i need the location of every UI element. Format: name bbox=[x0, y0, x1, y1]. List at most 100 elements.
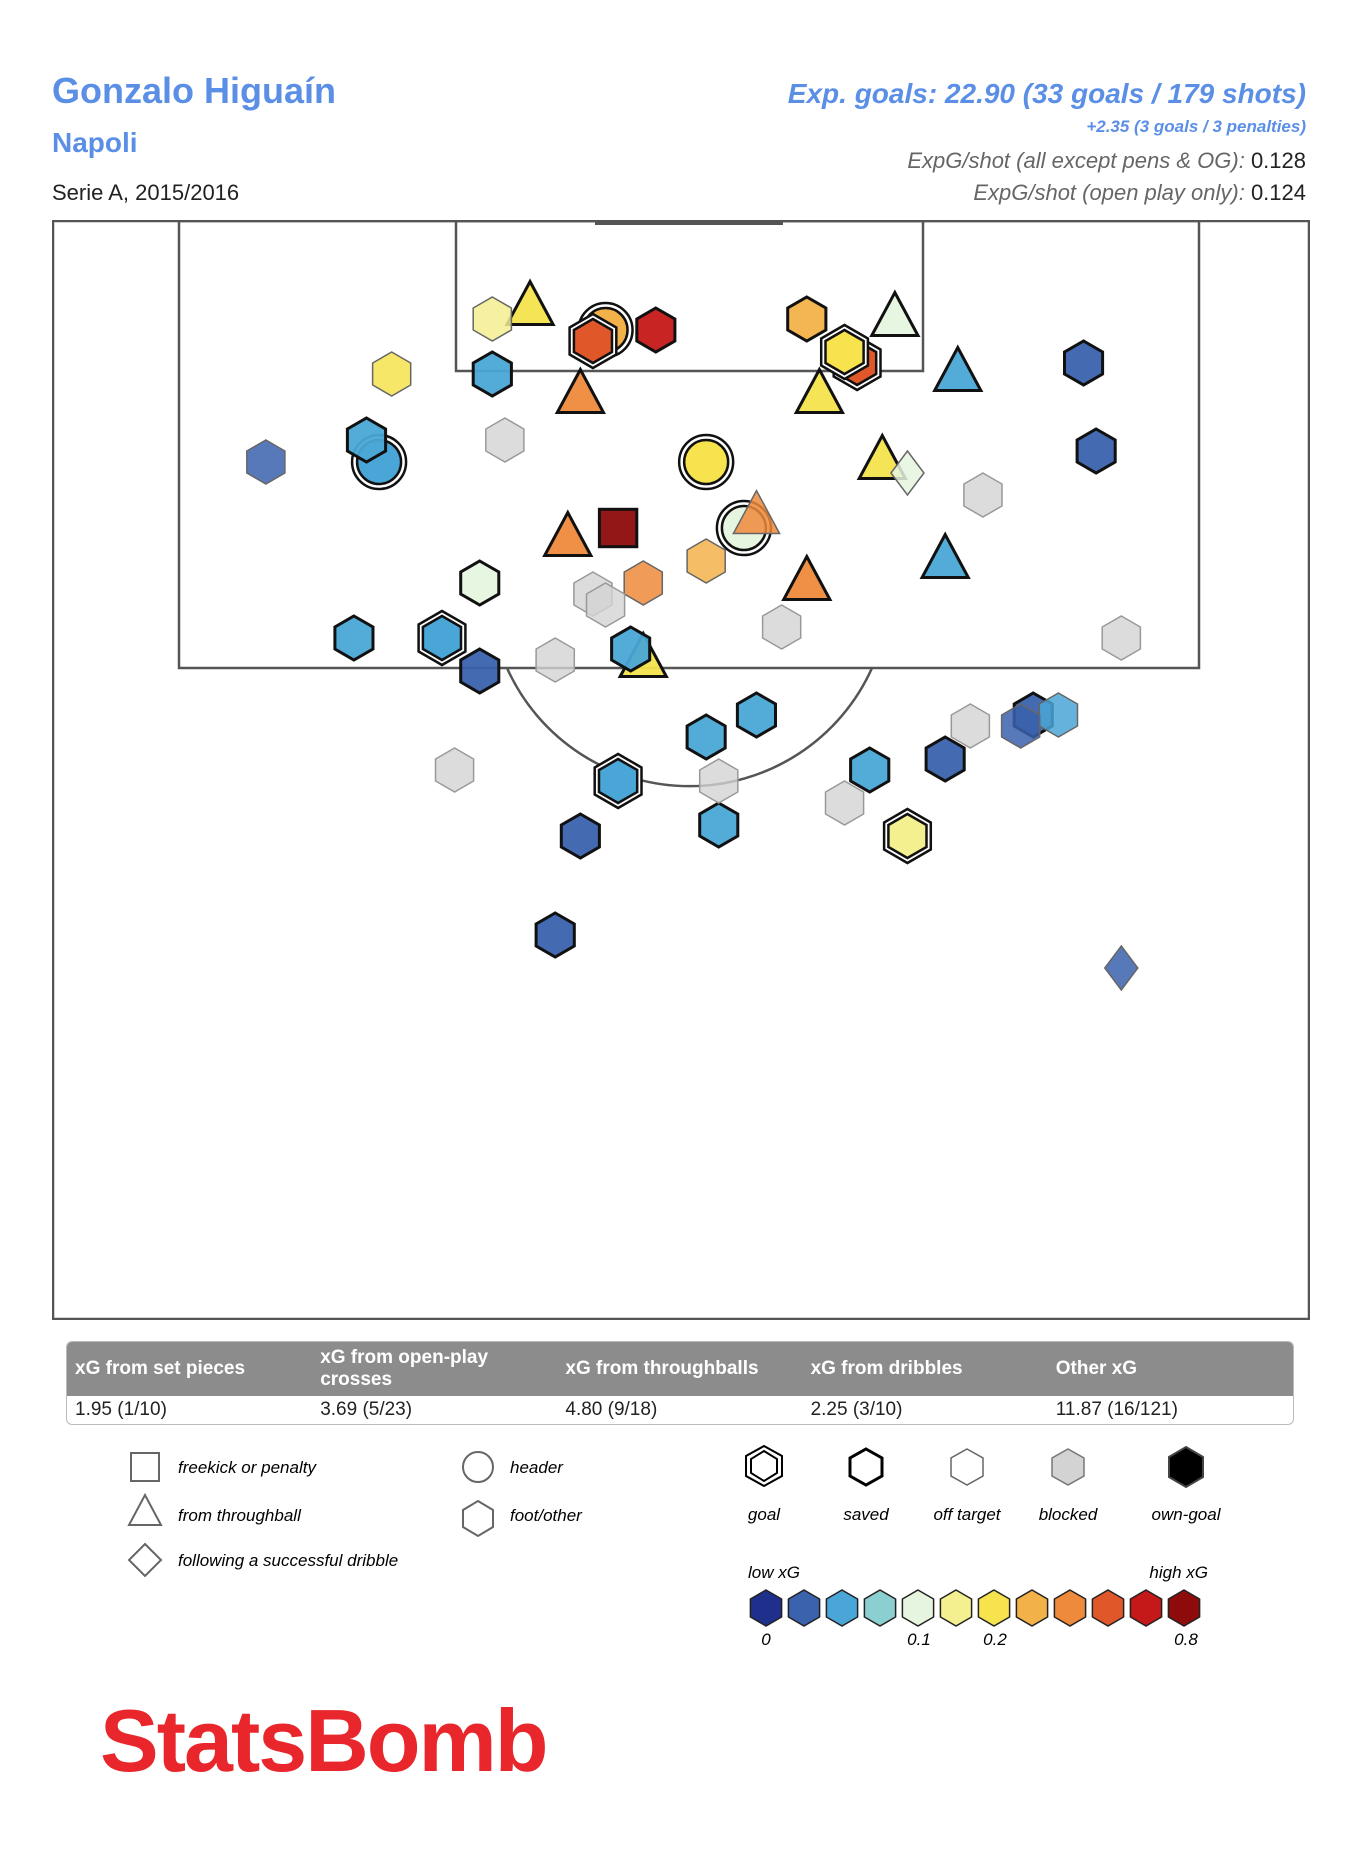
shot-marker-blocked bbox=[698, 758, 739, 804]
xg-open-play-value: 0.124 bbox=[1250, 180, 1306, 205]
shots-layer bbox=[246, 278, 1142, 992]
legend-foot-label: foot/other bbox=[510, 1506, 583, 1525]
xg-open-play-label: ExpG/shot (open play only): bbox=[973, 180, 1245, 205]
shot-marker-off-target bbox=[623, 560, 664, 606]
triangle-icon bbox=[127, 1492, 163, 1526]
xg-breakdown-values-row: 1.95 (1/10) 3.69 (5/23) 4.80 (9/18) 2.25… bbox=[67, 1396, 1293, 1424]
legend-blocked-label: blocked bbox=[1039, 1505, 1098, 1524]
statsbomb-logo: StatsBomb bbox=[100, 1691, 548, 1790]
shot-marker-blocked bbox=[824, 780, 865, 826]
shot-marker-saved bbox=[459, 559, 501, 607]
scale-swatch bbox=[749, 1589, 783, 1627]
blocked-outcome-icon bbox=[1051, 1448, 1085, 1486]
legend: freekick or penalty from throughball fol… bbox=[127, 1444, 1222, 1649]
scale-low-label: low xG bbox=[748, 1563, 800, 1582]
saved-outcome-icon bbox=[848, 1447, 884, 1487]
scale-tick-0-1: 0.1 bbox=[907, 1630, 931, 1649]
legend-saved-label: saved bbox=[843, 1505, 889, 1524]
shot-marker-off-target bbox=[371, 351, 412, 397]
shot-marker-saved bbox=[542, 509, 594, 557]
shot-marker-saved bbox=[1075, 427, 1117, 475]
shot-marker-saved bbox=[919, 531, 971, 579]
shot-marker-goal bbox=[568, 312, 618, 370]
shot-marker-saved bbox=[924, 735, 966, 783]
shot-marker-saved bbox=[333, 614, 375, 662]
scale-swatch bbox=[1053, 1589, 1087, 1627]
scale-high-label: high xG bbox=[1149, 1563, 1208, 1582]
legend-freekick-label: freekick or penalty bbox=[178, 1458, 317, 1477]
shot-marker-off-target bbox=[890, 449, 925, 497]
shot-marker-saved bbox=[345, 416, 388, 464]
diamond-icon bbox=[127, 1542, 163, 1578]
shot-marker-saved bbox=[698, 801, 740, 849]
scale-swatch bbox=[825, 1589, 859, 1627]
value-throughballs: 4.80 (9/18) bbox=[565, 1399, 658, 1420]
legend-off-target-label: off target bbox=[933, 1505, 1001, 1524]
xg-open-play-line: ExpG/shot (open play only): 0.124 bbox=[973, 180, 1306, 206]
shot-marker-off-target bbox=[1103, 944, 1139, 992]
circle-icon bbox=[462, 1451, 494, 1483]
shot-marker-off-target bbox=[1038, 692, 1079, 738]
shot-marker-goal bbox=[417, 609, 467, 667]
goal-outcome-icon bbox=[745, 1444, 783, 1488]
shot-marker-blocked bbox=[434, 747, 475, 793]
value-other: 11.87 (16/121) bbox=[1055, 1399, 1178, 1420]
header-set-pieces: xG from set pieces bbox=[67, 1342, 313, 1396]
shot-marker-blocked bbox=[485, 417, 525, 463]
shot-marker-saved bbox=[793, 366, 845, 414]
penalties-summary: +2.35 (3 goals / 3 penalties) bbox=[1086, 117, 1306, 136]
shot-marker-goal bbox=[819, 323, 870, 381]
shot-marker-saved bbox=[471, 350, 513, 398]
shot-marker-saved bbox=[554, 366, 606, 414]
shot-marker-blocked bbox=[535, 637, 576, 683]
xg-per-shot-line: ExpG/shot (all except pens & OG): 0.128 bbox=[907, 148, 1306, 174]
scale-swatch bbox=[1167, 1589, 1201, 1627]
shot-marker-blocked bbox=[761, 604, 802, 650]
shot-marker-goal bbox=[882, 807, 933, 865]
value-crosses: 3.69 (5/23) bbox=[320, 1399, 413, 1420]
shot-marker-off-target bbox=[732, 489, 781, 535]
player-name: Gonzalo Higuaín bbox=[52, 70, 336, 111]
shot-marker-off-target bbox=[246, 439, 286, 485]
shot-marker-saved bbox=[559, 812, 601, 860]
header-dribbles: xG from dribbles bbox=[802, 1342, 1048, 1396]
scale-swatch bbox=[787, 1589, 821, 1627]
xg-breakdown-header-row: xG from set pieces xG from open-play cro… bbox=[67, 1342, 1293, 1396]
shot-marker-blocked bbox=[963, 472, 1003, 518]
shot-marker-off-target bbox=[1000, 703, 1041, 749]
legend-own-goal-label: own-goal bbox=[1152, 1505, 1222, 1524]
value-dribbles: 2.25 (3/10) bbox=[810, 1399, 903, 1420]
xg-per-shot-value: 0.128 bbox=[1250, 148, 1306, 173]
scale-swatch bbox=[901, 1589, 935, 1627]
scale-swatch bbox=[977, 1589, 1011, 1627]
shot-marker-saved bbox=[1063, 339, 1105, 387]
legend-throughball-label: from throughball bbox=[178, 1506, 302, 1525]
competition-label: Serie A, 2015/2016 bbox=[52, 180, 240, 205]
pitch-boundary bbox=[52, 220, 1310, 1320]
xg-breakdown-table: xG from set pieces xG from open-play cro… bbox=[66, 1341, 1294, 1425]
own-goal-outcome-icon bbox=[1168, 1445, 1204, 1489]
shot-marker-goal bbox=[677, 433, 735, 491]
scale-tick-0: 0 bbox=[761, 1630, 771, 1649]
scale-swatch bbox=[1091, 1589, 1125, 1627]
shot-marker-saved bbox=[534, 911, 576, 959]
shot-marker-saved bbox=[869, 289, 921, 337]
shot-map-pitch bbox=[52, 220, 1310, 1320]
legend-goal-label: goal bbox=[748, 1505, 781, 1524]
shot-marker-saved bbox=[504, 278, 556, 326]
square-icon bbox=[130, 1452, 160, 1482]
legend-header-label: header bbox=[510, 1458, 564, 1477]
hexagon-icon bbox=[462, 1499, 494, 1538]
header-other: Other xG bbox=[1047, 1342, 1293, 1396]
shot-marker-goal bbox=[593, 752, 643, 810]
legend-dribble-label: following a successful dribble bbox=[178, 1551, 398, 1570]
team-name: Napoli bbox=[52, 127, 138, 158]
scale-swatch bbox=[1015, 1589, 1049, 1627]
value-set-pieces: 1.95 (1/10) bbox=[75, 1399, 167, 1420]
expected-goals-summary: Exp. goals: 22.90 (33 goals / 179 shots) bbox=[787, 78, 1306, 109]
shot-marker-saved bbox=[781, 553, 833, 601]
shot-marker-saved bbox=[786, 295, 828, 343]
scale-swatch bbox=[1129, 1589, 1163, 1627]
off-target-outcome-icon bbox=[950, 1448, 984, 1486]
xg-per-shot-label: ExpG/shot (all except pens & OG): bbox=[907, 148, 1245, 173]
